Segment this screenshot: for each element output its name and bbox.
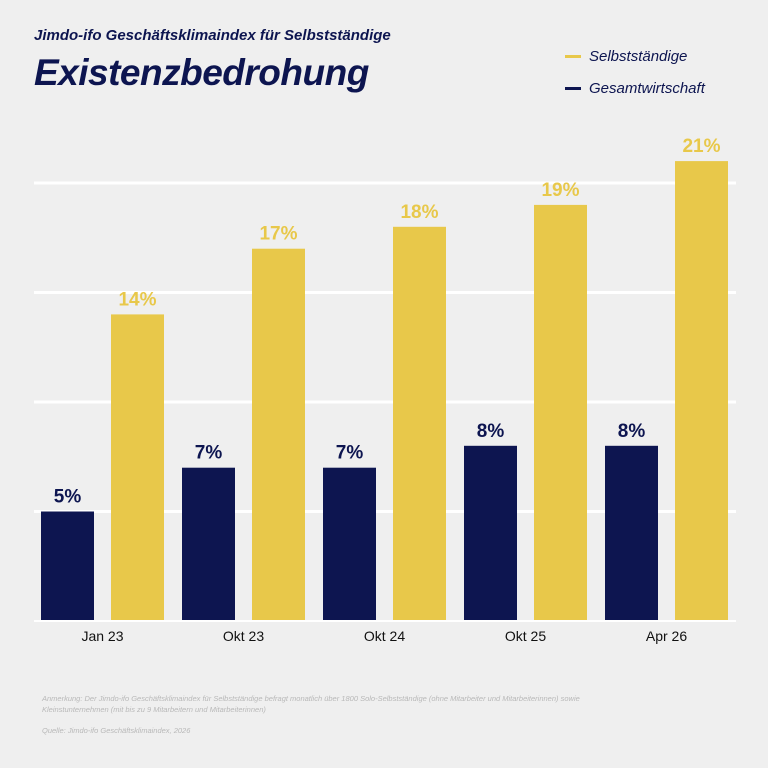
legend-swatch-gesamtwirtschaft (565, 86, 581, 90)
legend: Selbstständige Gesamtwirtschaft (565, 40, 705, 104)
x-tick-label: Apr 26 (646, 628, 687, 644)
x-tick-label: Okt 23 (223, 628, 264, 644)
data-label: 17% (259, 224, 297, 245)
data-label: 7% (336, 443, 364, 464)
data-label: 18% (400, 202, 438, 223)
data-label: 8% (477, 421, 505, 442)
bar-gesamtwirtschaft (605, 445, 658, 621)
footnote: Anmerkung: Der Jimdo-ifo Geschäftsklimai… (42, 694, 580, 714)
chart-title: Existenzbedrohung (34, 52, 369, 93)
legend-item-selbststaendige: Selbstständige (565, 40, 705, 72)
data-label: 8% (618, 421, 646, 442)
data-label: 21% (682, 136, 720, 157)
data-label: 5% (54, 487, 82, 508)
source-note: Quelle: Jimdo-ifo Geschäftsklimaindex, 2… (42, 726, 191, 735)
bar-selbstständige (393, 226, 446, 622)
bar-gesamtwirtschaft (464, 445, 517, 621)
bar-selbstständige (534, 204, 587, 621)
data-label: 19% (541, 180, 579, 201)
legend-label-selbststaendige: Selbstständige (589, 47, 688, 65)
data-label: 7% (195, 443, 223, 464)
bar-selbstständige (675, 161, 728, 621)
bar-gesamtwirtschaft (323, 467, 376, 621)
legend-label-gesamtwirtschaft: Gesamtwirtschaft (589, 79, 705, 97)
bar-selbstständige (111, 314, 164, 621)
x-tick-label: Okt 25 (505, 628, 546, 644)
x-tick-label: Jan 23 (81, 628, 123, 644)
bar-gesamtwirtschaft (182, 467, 235, 621)
legend-swatch-selbststaendige (565, 54, 581, 58)
bar-selbstständige (252, 248, 305, 621)
data-label: 14% (118, 289, 156, 310)
bar-gesamtwirtschaft (41, 511, 94, 621)
chart-subtitle: Jimdo-ifo Geschäftsklimaindex für Selbst… (34, 27, 391, 44)
legend-item-gesamtwirtschaft: Gesamtwirtschaft (565, 72, 705, 104)
x-tick-label: Okt 24 (364, 628, 405, 644)
